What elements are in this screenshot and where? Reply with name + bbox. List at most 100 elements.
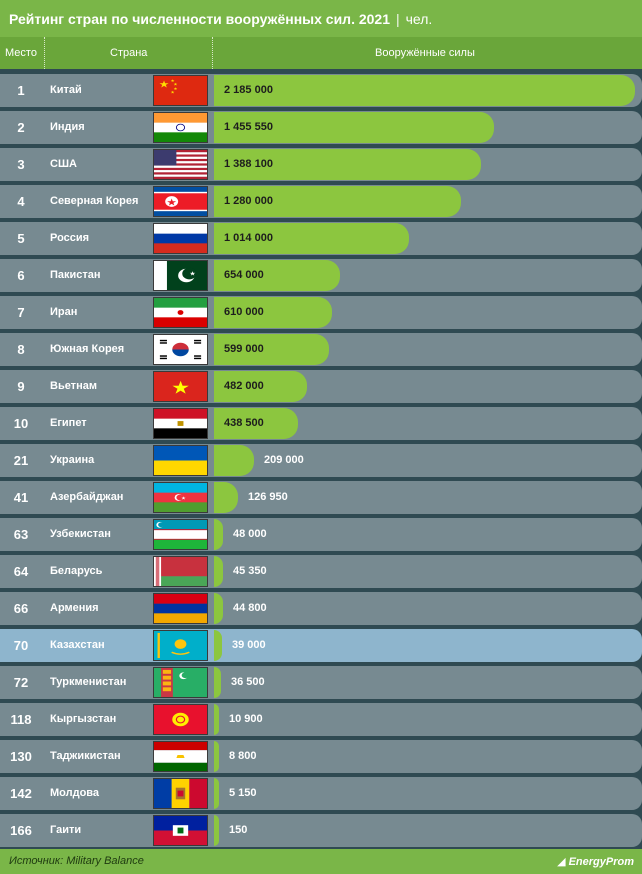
value-label: 126 950 <box>248 491 288 503</box>
value-label: 36 500 <box>231 676 265 688</box>
logo-text: EnergyProm <box>568 856 634 868</box>
value-label: 5 150 <box>229 787 257 799</box>
value-label: 45 350 <box>233 565 267 577</box>
rank-cell: 7 <box>17 305 25 320</box>
svg-text:★: ★ <box>159 80 170 91</box>
china-flag-icon: ★ ★ ★ ★ ★ <box>153 75 208 106</box>
bar <box>214 741 219 772</box>
rank-cell: 66 <box>13 601 29 616</box>
table-header: Место Страна Вооружённые силы <box>0 37 642 69</box>
country-label: Северная Корея <box>50 195 139 207</box>
footer: Источник: Military Balance ◢ EnergyProm <box>0 849 642 874</box>
value-label: 48 000 <box>233 528 267 540</box>
country-label: Гаити <box>50 824 82 836</box>
rank-cell: 9 <box>17 379 25 394</box>
bar <box>214 445 254 476</box>
rank-cell: 8 <box>17 342 25 357</box>
row-background <box>0 629 642 662</box>
moldova-flag-icon <box>153 778 208 809</box>
bar <box>214 75 635 106</box>
bar <box>214 223 409 254</box>
row-background <box>0 481 642 514</box>
rank-cell: 5 <box>17 231 25 246</box>
chart-title: Рейтинг стран по численности вооружённых… <box>9 10 390 27</box>
rank-cell: 3 <box>17 157 25 172</box>
kyrgyzstan-flag-icon <box>153 704 208 735</box>
bar <box>214 704 219 735</box>
table-row: 4 Северная Корея ★ 1 280 000 <box>0 185 642 218</box>
row-background <box>0 518 642 551</box>
value-label: 209 000 <box>264 454 304 466</box>
header-divider <box>212 37 213 69</box>
rank-cell: 4 <box>17 194 25 209</box>
country-label: Китай <box>50 84 82 96</box>
value-label: 654 000 <box>224 269 264 281</box>
energyprom-logo: ◢ EnergyProm <box>557 856 634 868</box>
table-row: 72 Туркменистан 36 500 <box>0 666 642 699</box>
bar <box>214 408 298 439</box>
value-label: 1 280 000 <box>224 195 273 207</box>
bar <box>214 778 219 809</box>
egypt-flag-icon <box>153 408 208 439</box>
table-row: 66 Армения 44 800 <box>0 592 642 625</box>
value-label: 44 800 <box>233 602 267 614</box>
kazakhstan-flag-icon <box>153 630 208 661</box>
title-separator: | <box>396 10 400 27</box>
india-flag-icon <box>153 112 208 143</box>
country-label: США <box>50 158 77 170</box>
bar <box>214 556 223 587</box>
row-background <box>0 407 642 440</box>
bar <box>214 482 238 513</box>
bar <box>214 371 307 402</box>
rank-cell: 72 <box>13 675 29 690</box>
usa-flag-icon <box>153 149 208 180</box>
row-background <box>0 740 642 773</box>
rank-cell: 142 <box>10 786 32 801</box>
svg-text:★: ★ <box>166 197 177 208</box>
table-row: 70 Казахстан 39 000 <box>0 629 642 662</box>
bar <box>214 593 223 624</box>
rank-cell: 6 <box>17 268 25 283</box>
country-label: Туркменистан <box>50 676 127 688</box>
country-label: Молдова <box>50 787 100 799</box>
vietnam-flag-icon: ★ <box>153 371 208 402</box>
iran-flag-icon <box>153 297 208 328</box>
south-korea-flag-icon <box>153 334 208 365</box>
table-row: 63 Узбекистан 48 000 <box>0 518 642 551</box>
country-label: Кыргызстан <box>50 713 117 725</box>
azerbaijan-flag-icon: ★ <box>153 482 208 513</box>
ukraine-flag-icon <box>153 445 208 476</box>
table-row: 3 США 1 388 100 <box>0 148 642 181</box>
table-row: 142 Молдова 5 150 <box>0 777 642 810</box>
country-label: Таджикистан <box>50 750 121 762</box>
turkmenistan-flag-icon <box>153 667 208 698</box>
value-label: 438 500 <box>224 417 264 429</box>
table-row: 9 Вьетнам ★ 482 000 <box>0 370 642 403</box>
rank-cell: 21 <box>13 453 29 468</box>
value-label: 150 <box>229 824 248 836</box>
rank-cell: 1 <box>17 83 25 98</box>
table-row: 6 Пакистан ★ 654 000 <box>0 259 642 292</box>
bar <box>214 112 494 143</box>
table-row: 2 Индия 1 455 550 <box>0 111 642 144</box>
table-row: 1 Китай ★ ★ ★ ★ ★ 2 185 000 <box>0 74 642 107</box>
rank-cell: 41 <box>13 490 29 505</box>
header-divider <box>44 37 45 69</box>
value-label: 2 185 000 <box>224 84 273 96</box>
value-label: 1 388 100 <box>224 158 273 170</box>
row-background <box>0 814 642 847</box>
rank-cell: 118 <box>10 712 32 727</box>
svg-text:★: ★ <box>171 378 190 398</box>
country-label: Вьетнам <box>50 380 97 392</box>
rank-cell: 10 <box>13 416 29 431</box>
bar <box>214 667 221 698</box>
bar <box>214 630 222 661</box>
svg-text:★: ★ <box>170 90 174 94</box>
value-label: 8 800 <box>229 750 257 762</box>
rank-cell: 2 <box>17 120 25 135</box>
north-korea-flag-icon: ★ <box>153 186 208 217</box>
value-label: 599 000 <box>224 343 264 355</box>
country-label: Индия <box>50 121 85 133</box>
table-row: 166 Гаити 150 <box>0 814 642 847</box>
pakistan-flag-icon: ★ <box>153 260 208 291</box>
